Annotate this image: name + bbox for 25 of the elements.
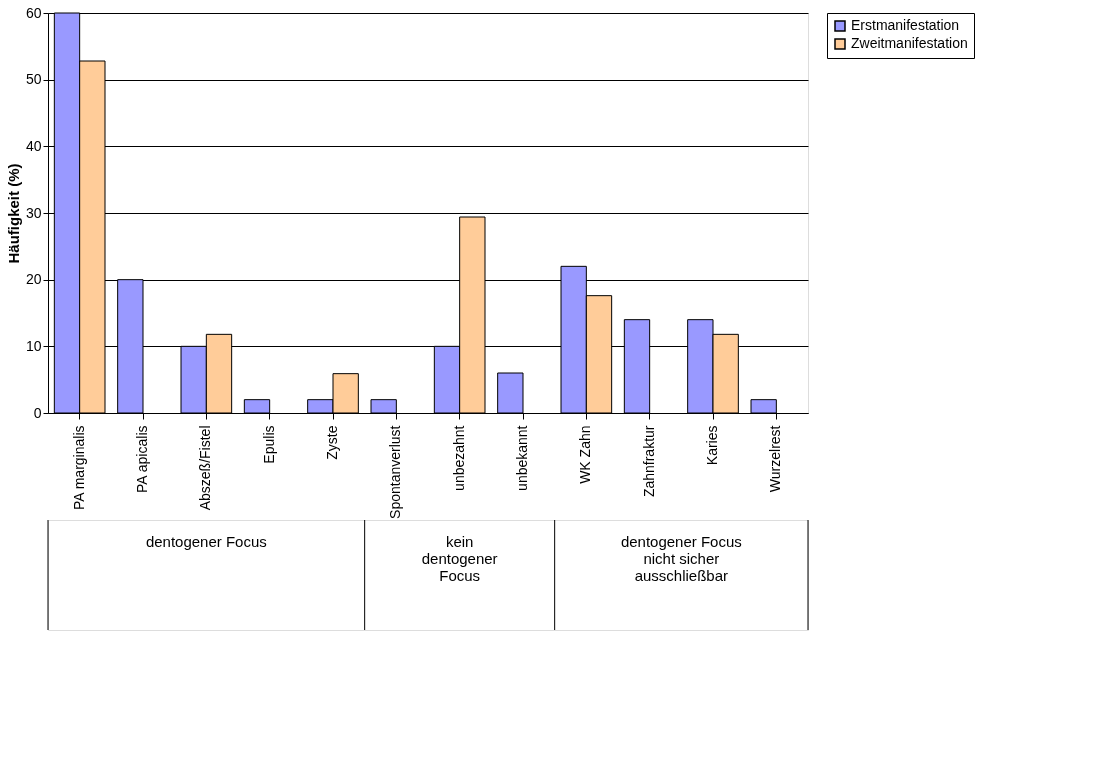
x-tick-label: Zahnfraktur	[640, 425, 657, 498]
x-tick-label: unbekannt	[514, 425, 530, 491]
legend-label: Zweitmanifestation	[851, 35, 968, 51]
x-tick-label: PA apicalis	[134, 425, 150, 493]
x-tick-label: Wurzelrest	[767, 425, 784, 493]
y-tick-label: 30	[25, 204, 42, 221]
y-tick-label: 50	[25, 71, 42, 88]
y-axis-title: Häufigkeit (%)	[4, 163, 22, 264]
x-tick-label: Spontanverlust	[387, 425, 404, 519]
y-tick-label: 0	[33, 404, 42, 421]
text: dentogener Focus nicht sicher ausschließbar	[620, 533, 742, 584]
y-tick-label: 60	[25, 4, 42, 21]
x-tick-label: Abszeß/Fistel	[197, 425, 214, 511]
x-tick-label: PA marginalis	[70, 425, 87, 511]
y-tick-label: 10	[25, 337, 42, 354]
text: kein dentogener Focus	[421, 533, 498, 584]
legend-label: Erstmanifestation	[851, 17, 960, 33]
text: dentogener Focus	[145, 533, 267, 550]
x-tick-label: WK Zahn	[577, 425, 594, 484]
x-tick-label: Epulis	[260, 425, 277, 464]
x-tick-label: unbezahnt	[450, 425, 467, 491]
y-tick-label: 20	[25, 271, 42, 288]
x-tick-label: Karies	[704, 425, 720, 466]
y-tick-label: 40	[25, 137, 42, 154]
x-tick-label: Zyste	[324, 425, 340, 460]
